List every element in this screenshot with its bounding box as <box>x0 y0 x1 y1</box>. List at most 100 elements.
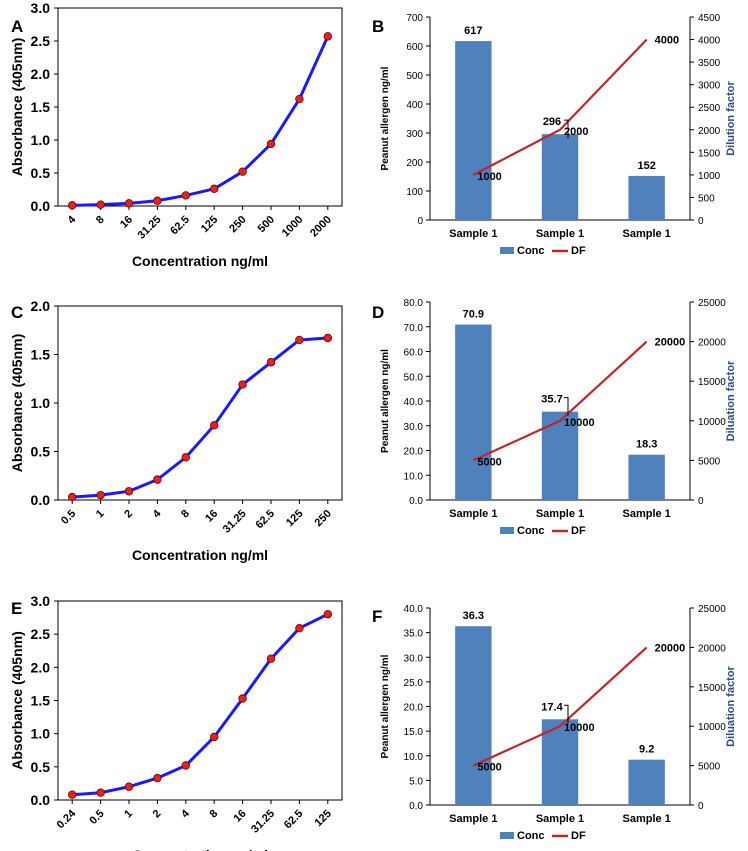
x-tick-label: Sample 1 <box>623 813 671 825</box>
bar-conc <box>628 759 665 805</box>
y2-tick-label: 10000 <box>698 722 726 733</box>
df-line <box>472 38 648 176</box>
data-point <box>181 761 190 770</box>
x-tick-label: 1 <box>94 508 107 521</box>
absorbance-line <box>72 336 328 499</box>
df-line <box>472 646 648 767</box>
bar-conc <box>541 719 579 805</box>
x-tick-label: 125 <box>312 808 333 829</box>
x-tick-label: 4 <box>151 507 164 520</box>
y-tick-label: 600 <box>406 42 423 53</box>
absorbance-line <box>72 612 329 797</box>
conc-data-label: 9.2 <box>639 744 654 756</box>
bar-conc <box>628 175 665 220</box>
df-data-label: 2000 <box>564 126 588 138</box>
data-point <box>181 453 190 462</box>
y-tick-label: 1.5 <box>31 347 51 363</box>
data-point <box>295 335 304 345</box>
y-tick-label: 25.0 <box>404 678 424 689</box>
y2-tick-label: 20000 <box>698 338 726 349</box>
y-tick-label: 40.0 <box>404 397 424 408</box>
y-axis-title: Peanut allergen ng/ml <box>380 66 391 170</box>
y-axis-title: Absorbance (405nm) <box>9 631 25 769</box>
data-point <box>153 773 162 783</box>
y2-axis-title: Dilution factor <box>725 81 737 156</box>
x-tick-label: 0.5 <box>59 508 78 527</box>
y-tick-label: 30.0 <box>404 653 424 664</box>
conc-label-leader <box>564 704 569 724</box>
x-tick-label: 31.25 <box>249 808 277 836</box>
y-tick-label: 0.0 <box>31 492 51 508</box>
x-tick-label: Sample 1 <box>623 508 671 520</box>
y2-tick-label: 2500 <box>698 103 721 114</box>
panel-label-b: B <box>372 17 384 36</box>
line-chart-a: 0.0 0.5 1.0 1.5 2.0 2.5 3.0 4 8 16 31.25 62.5 125 250… <box>9 0 343 269</box>
y-tick-label: 500 <box>406 71 423 82</box>
y-tick-label: 300 <box>406 129 423 140</box>
x-tick-label: 125 <box>199 214 220 235</box>
y2-tick-label: 3000 <box>698 81 721 92</box>
data-point <box>209 732 219 742</box>
y-tick-label: 1.0 <box>31 132 51 148</box>
x-tick-label: 62.5 <box>282 808 306 832</box>
y-tick-label: 5.0 <box>409 776 423 787</box>
data-point <box>124 782 134 791</box>
y-tick-label: 400 <box>406 100 423 111</box>
y-tick-label: 0.0 <box>409 801 423 812</box>
data-point <box>181 191 190 200</box>
data-point <box>153 475 162 484</box>
y-tick-label: 2.5 <box>31 33 51 49</box>
y-axis-title: Peanut allergen ng/ml <box>380 654 391 758</box>
x-tick-label: 2000 <box>308 214 334 240</box>
bar-conc <box>541 134 579 220</box>
absorbance-line <box>72 35 330 207</box>
y2-tick-label: 0 <box>698 801 704 812</box>
x-tick-label: 16 <box>232 808 249 825</box>
y2-tick-label: 5000 <box>698 762 721 773</box>
x-axis-title: Concentration ng/ml <box>132 547 268 563</box>
y2-tick-label: 500 <box>698 193 715 204</box>
x-tick-label: Sample 1 <box>449 813 497 825</box>
panel-label-a: A <box>11 17 23 36</box>
y2-tick-label: 25000 <box>698 298 726 309</box>
y-tick-label: 1.0 <box>31 395 51 411</box>
df-line <box>472 340 648 462</box>
x-tick-label: 4 <box>66 213 79 226</box>
y-tick-label: 700 <box>406 13 423 24</box>
y2-tick-label: 5000 <box>698 456 721 467</box>
y-tick-label: 10.0 <box>404 752 424 763</box>
y-tick-label: 0.0 <box>409 496 423 507</box>
data-point <box>323 333 332 343</box>
y2-tick-label: 25000 <box>698 604 726 615</box>
x-tick-label: Sample 1 <box>536 813 584 825</box>
y-tick-label: 0 <box>417 216 423 227</box>
y-tick-label: 0.5 <box>31 444 51 460</box>
data-point <box>96 490 105 500</box>
conc-data-label: 35.7 <box>541 394 562 406</box>
df-data-label: 4000 <box>655 35 679 47</box>
y-tick-label: 10.0 <box>404 471 424 482</box>
plot-frame <box>57 7 343 207</box>
bar-conc <box>455 324 492 500</box>
x-tick-label: 2 <box>151 808 164 821</box>
df-data-label: 1000 <box>477 171 501 183</box>
x-tick-label: 0.24 <box>55 807 79 831</box>
panel-label-d: D <box>372 303 384 322</box>
y2-tick-label: 0 <box>698 496 704 507</box>
data-point <box>323 610 332 619</box>
y2-tick-label: 15000 <box>698 377 726 388</box>
x-tick-label: Sample 1 <box>449 508 497 520</box>
y-axis-title: Peanut allergen ng/ml <box>380 349 391 453</box>
legend-swatch-conc <box>500 832 514 839</box>
x-tick-label: 16 <box>203 508 220 525</box>
x-tick-label: 31.25 <box>221 508 249 536</box>
y2-tick-label: 2000 <box>698 126 721 137</box>
y2-tick-label: 10000 <box>698 417 726 428</box>
x-tick-label: Sample 1 <box>449 228 497 240</box>
data-point <box>209 184 219 194</box>
y2-tick-label: 15000 <box>698 683 726 694</box>
y2-tick-label: 3500 <box>698 58 721 69</box>
df-data-label: 5000 <box>477 456 501 468</box>
x-tick-label: Sample 1 <box>623 228 671 240</box>
y2-tick-label: 0 <box>698 216 704 227</box>
